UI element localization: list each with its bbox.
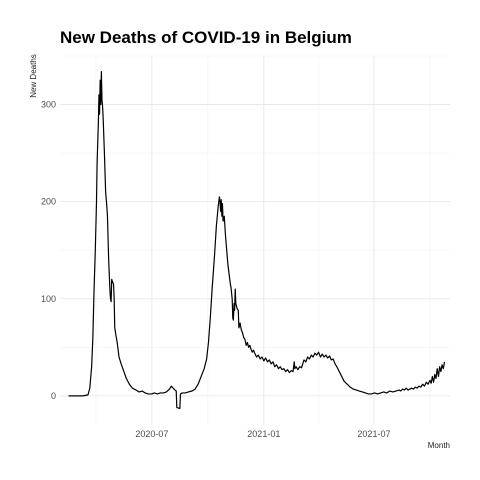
- y-tick-label: 300: [41, 100, 56, 110]
- y-axis-title: New Deaths: [29, 54, 38, 98]
- y-axis-ticks: 0 100 200 300: [41, 100, 56, 401]
- grid: [60, 55, 450, 425]
- series-group: [68, 70, 446, 410]
- y-tick-label: 0: [51, 391, 56, 401]
- y-tick-label: 100: [41, 294, 56, 304]
- x-tick-label: 2020-07: [135, 429, 168, 439]
- x-tick-label: 2021-07: [357, 429, 390, 439]
- x-tick-label: 2021-01: [247, 429, 280, 439]
- x-axis-title: Month: [428, 441, 450, 450]
- series-line: [68, 70, 446, 410]
- x-axis-ticks: 2020-07 2021-01 2021-07: [135, 429, 390, 439]
- chart-title: New Deaths of COVID-19 in Belgium: [60, 28, 352, 47]
- y-tick-label: 200: [41, 197, 56, 207]
